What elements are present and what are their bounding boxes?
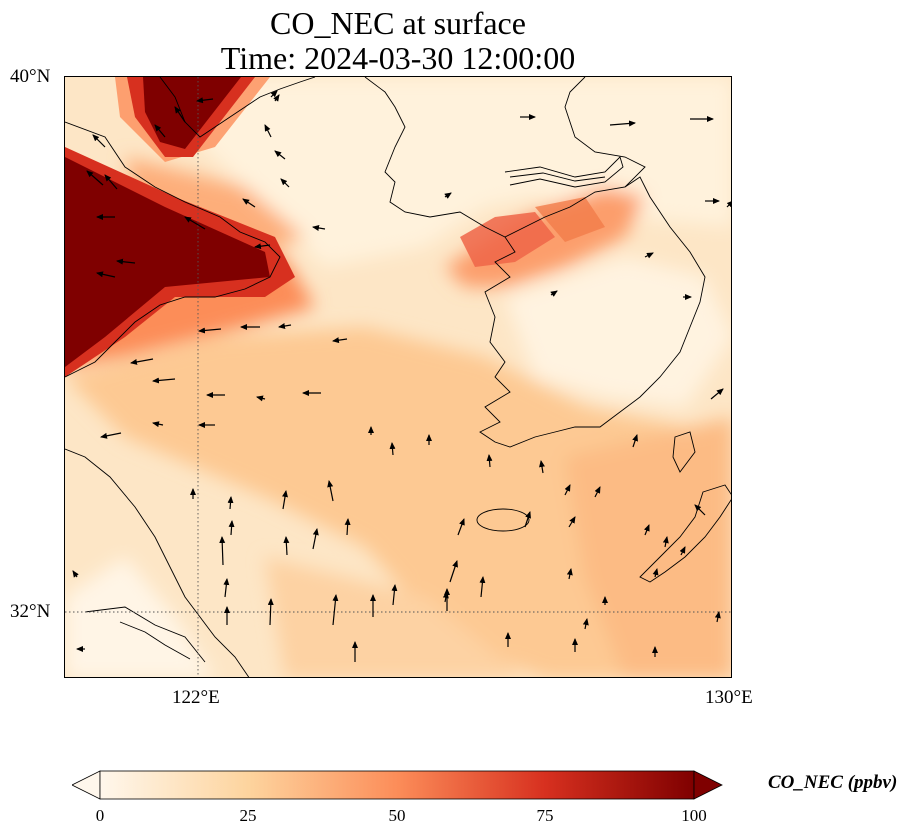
map-title: CO_NEC at surface: [270, 5, 526, 41]
wind-arrow: [280, 178, 290, 188]
map-panel: [64, 76, 732, 678]
colorbar: [72, 770, 723, 800]
wind-arrow: [644, 252, 654, 259]
wind-arrow: [442, 591, 449, 603]
wind-arrow: [92, 134, 106, 148]
map-canvas: [65, 77, 731, 677]
wind-arrow: [312, 528, 319, 550]
wind-arrow: [632, 434, 638, 448]
wind-arrow: [486, 454, 493, 468]
colorbar-tick-25: 25: [239, 806, 257, 825]
wind-arrow: [198, 327, 222, 334]
colorbar-max-extend: [693, 770, 723, 800]
wind-arrow: [539, 460, 545, 474]
gridlines: [65, 77, 731, 677]
colorbar-tick-0: 0: [95, 806, 105, 825]
wind-arrow: [449, 560, 458, 583]
wind-arrow: [550, 290, 558, 297]
wind-arrow: [694, 504, 706, 516]
wind-arrow: [152, 421, 164, 428]
wind-arrow: [582, 618, 589, 630]
wind-arrow: [100, 432, 122, 439]
wind-arrow: [282, 490, 288, 510]
wind-arrow: [267, 598, 274, 626]
wind-arrow: [564, 484, 571, 496]
wind-arrow: [327, 480, 334, 502]
high-concentration: [65, 77, 605, 377]
wind-arrow: [219, 536, 226, 566]
wind-arrow: [256, 395, 266, 402]
wind-arrow: [391, 584, 398, 606]
wind-arrow: [662, 536, 669, 548]
wind-arrow: [332, 594, 339, 626]
wind-arrow: [274, 150, 286, 160]
wind-arrow: [270, 90, 278, 98]
wind-arrow: [566, 568, 573, 580]
wind-arrow: [344, 518, 351, 536]
wind-arrow: [273, 94, 280, 102]
wind-arrow: [479, 576, 486, 598]
wind-arrow: [283, 536, 290, 556]
wind-arrow: [643, 524, 650, 536]
lat-tick-32: 32°N: [10, 601, 51, 622]
wind-arrow: [116, 258, 136, 265]
colorbar-min-extend: [72, 770, 101, 800]
wind-arrow: [72, 570, 79, 578]
colorbar-tick-75: 75: [536, 806, 554, 825]
wind-arrow: [223, 578, 230, 598]
colorbar-tick-50: 50: [388, 806, 406, 825]
wind-arrow: [242, 198, 256, 208]
wind-arrow: [652, 568, 659, 578]
wind-arrow: [312, 225, 326, 231]
wind-arrow: [196, 97, 214, 104]
wind-arrow: [227, 496, 234, 510]
wind-arrow: [228, 520, 235, 536]
wind-arrow: [130, 358, 154, 365]
lon-tick-130: 130°E: [705, 687, 753, 708]
wind-arrow: [254, 243, 271, 250]
wind-arrow: [154, 124, 166, 138]
colorbar-label: CO_NEC (ppbv): [768, 772, 898, 793]
colorbar-tick-100: 100: [681, 806, 707, 825]
lon-tick-122: 122°E: [172, 687, 220, 708]
wind-arrow: [96, 271, 116, 278]
wind-arrow: [609, 120, 636, 127]
wind-arrow: [594, 486, 601, 498]
colorbar-gradient: [99, 770, 695, 800]
coastlines: [65, 77, 731, 677]
wind-arrow: [457, 518, 465, 536]
wind-arrow: [104, 174, 118, 190]
wind-arrow: [86, 170, 104, 186]
wind-arrow: [726, 200, 731, 208]
wind-arrow: [710, 388, 724, 400]
wind-arrow: [278, 323, 292, 329]
wind-arrow: [714, 611, 721, 623]
wind-arrow: [174, 106, 186, 123]
wind-arrow: [444, 192, 452, 199]
wind-vectors: [72, 90, 731, 662]
wind-arrow: [264, 124, 272, 138]
wind-arrow: [184, 216, 206, 230]
wind-arrow: [568, 516, 576, 528]
map-subtitle: Time: 2024-03-30 12:00:00: [220, 40, 576, 76]
wind-arrow: [679, 546, 686, 556]
wind-arrow: [389, 442, 396, 456]
wind-arrow: [524, 511, 531, 528]
wind-arrow: [152, 377, 176, 384]
lat-tick-40: 40°N: [10, 66, 51, 87]
wind-arrow: [332, 337, 348, 344]
